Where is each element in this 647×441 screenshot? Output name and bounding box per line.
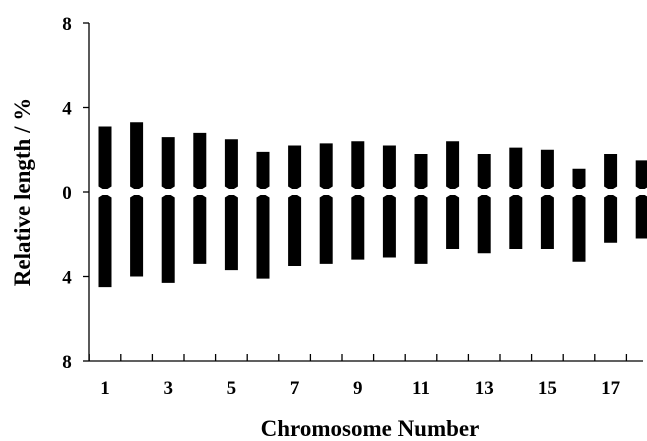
short-arm-bar-12 (446, 141, 460, 189)
short-arm-bar-7 (288, 145, 302, 189)
short-arm-bar-18 (635, 160, 647, 189)
x-tick-label: 7 (290, 378, 300, 399)
y-axis-title: Relative length / % (10, 98, 35, 286)
short-arm-bar-6 (256, 151, 270, 189)
short-arm-bar-17 (604, 153, 618, 189)
x-tick-label: 3 (163, 378, 173, 399)
x-tick-label: 5 (227, 378, 237, 399)
long-arm-bar-3 (161, 195, 175, 283)
y-tick-label: 8 (62, 14, 72, 35)
long-arm-bar-12 (446, 195, 460, 250)
long-arm-bar-11 (414, 195, 428, 264)
short-arm-bar-15 (540, 149, 554, 189)
short-arm-bar-1 (98, 126, 112, 189)
long-arm-bar-8 (319, 195, 333, 264)
short-arm-bar-11 (414, 153, 428, 189)
long-arm-bar-18 (635, 195, 647, 239)
long-arm-bar-10 (382, 195, 396, 258)
x-tick-label: 9 (353, 378, 363, 399)
long-arm-bar-7 (288, 195, 302, 266)
short-arm-bar-16 (572, 168, 586, 189)
long-arm-bar-1 (98, 195, 112, 288)
short-arm-bar-5 (224, 139, 238, 189)
y-tick-label: 4 (62, 268, 72, 289)
chromosome-bars (98, 122, 647, 288)
axes (83, 22, 643, 362)
long-arm-bar-2 (130, 195, 144, 277)
long-arm-bar-5 (224, 195, 238, 271)
short-arm-bar-13 (477, 153, 491, 189)
y-tick-label: 4 (62, 99, 72, 120)
x-tick-label: 13 (475, 378, 494, 399)
y-tick-label: 0 (62, 183, 72, 204)
long-arm-bar-16 (572, 195, 586, 262)
short-arm-bar-2 (130, 122, 144, 189)
long-arm-bar-13 (477, 195, 491, 254)
short-arm-bar-10 (382, 145, 396, 189)
y-tick-label: 8 (62, 352, 72, 373)
long-arm-bar-15 (540, 195, 554, 250)
x-tick-label: 17 (601, 378, 621, 399)
short-arm-bar-8 (319, 143, 333, 189)
long-arm-bar-17 (604, 195, 618, 243)
short-arm-bar-3 (161, 137, 175, 189)
x-tick-label: 1 (100, 378, 110, 399)
x-tick-label: 15 (538, 378, 557, 399)
short-arm-bar-4 (193, 132, 207, 189)
short-arm-bar-14 (509, 147, 523, 189)
long-arm-bar-4 (193, 195, 207, 264)
long-arm-bar-9 (351, 195, 365, 260)
short-arm-bar-9 (351, 141, 365, 189)
x-tick-label: 11 (412, 378, 430, 399)
long-arm-bar-6 (256, 195, 270, 279)
x-axis-title: Chromosome Number (261, 416, 480, 441)
long-arm-bar-14 (509, 195, 523, 250)
